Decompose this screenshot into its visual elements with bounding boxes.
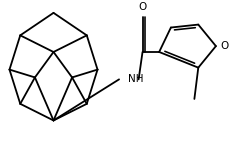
Text: O: O: [221, 41, 229, 51]
Text: O: O: [139, 2, 147, 12]
Text: NH: NH: [128, 74, 143, 84]
